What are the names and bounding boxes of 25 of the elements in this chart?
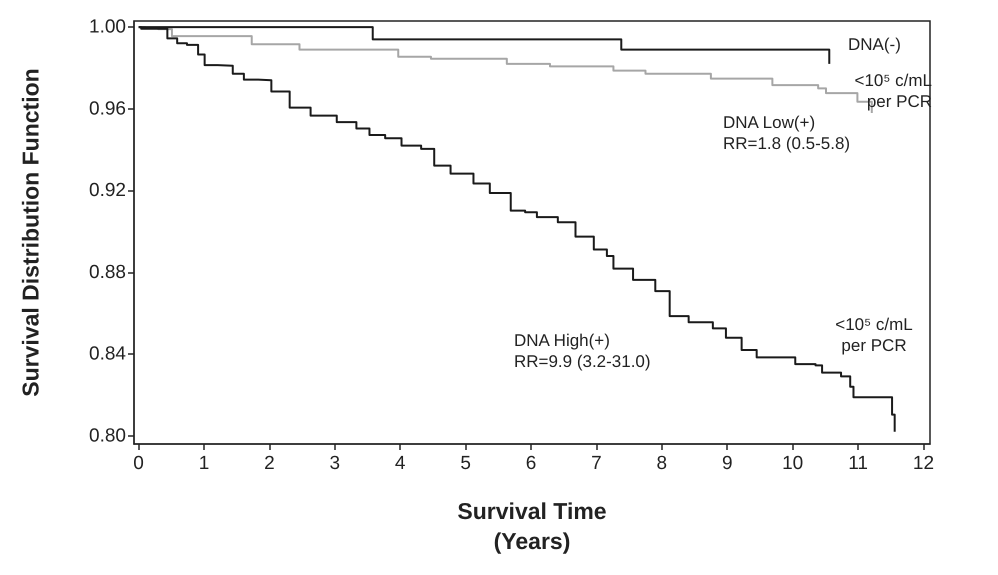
annotation: DNA Low(+) RR=1.8 (0.5-5.8) (723, 113, 850, 153)
x-tick-label: 3 (330, 453, 340, 474)
x-tick-label: 8 (656, 453, 668, 474)
y-tick-label: 0.88 (89, 262, 126, 283)
x-tick-label: 4 (394, 453, 406, 474)
x-tick-label: 7 (591, 453, 602, 474)
x-tick-label: 10 (782, 453, 804, 474)
x-tick-label: 12 (912, 453, 934, 474)
x-tick-label: 2 (264, 453, 275, 474)
y-axis-title: Survival Distribution Function (18, 68, 44, 397)
y-tick-label: 0.92 (89, 180, 126, 202)
y-tick-label: 0.84 (89, 344, 126, 365)
y-tick-label: 1.00 (89, 16, 126, 38)
x-tick-label: 5 (460, 453, 471, 474)
y-tick-label: 0.80 (89, 425, 126, 446)
x-tick-label: 9 (722, 453, 733, 474)
x-tick-label: 0 (133, 453, 144, 474)
x-axis-title: Survival Time (Years) (457, 498, 607, 554)
x-tick-label: 1 (198, 453, 210, 474)
annotation: DNA(-) (848, 35, 901, 54)
annotation: DNA High(+) RR=9.9 (3.2-31.0) (514, 331, 651, 371)
y-tick-label: 0.96 (89, 98, 126, 120)
annotation: <10⁵ c/mL per PCR (835, 315, 913, 355)
x-tick-label: 11 (848, 453, 868, 474)
x-tick-label: 6 (526, 453, 536, 474)
